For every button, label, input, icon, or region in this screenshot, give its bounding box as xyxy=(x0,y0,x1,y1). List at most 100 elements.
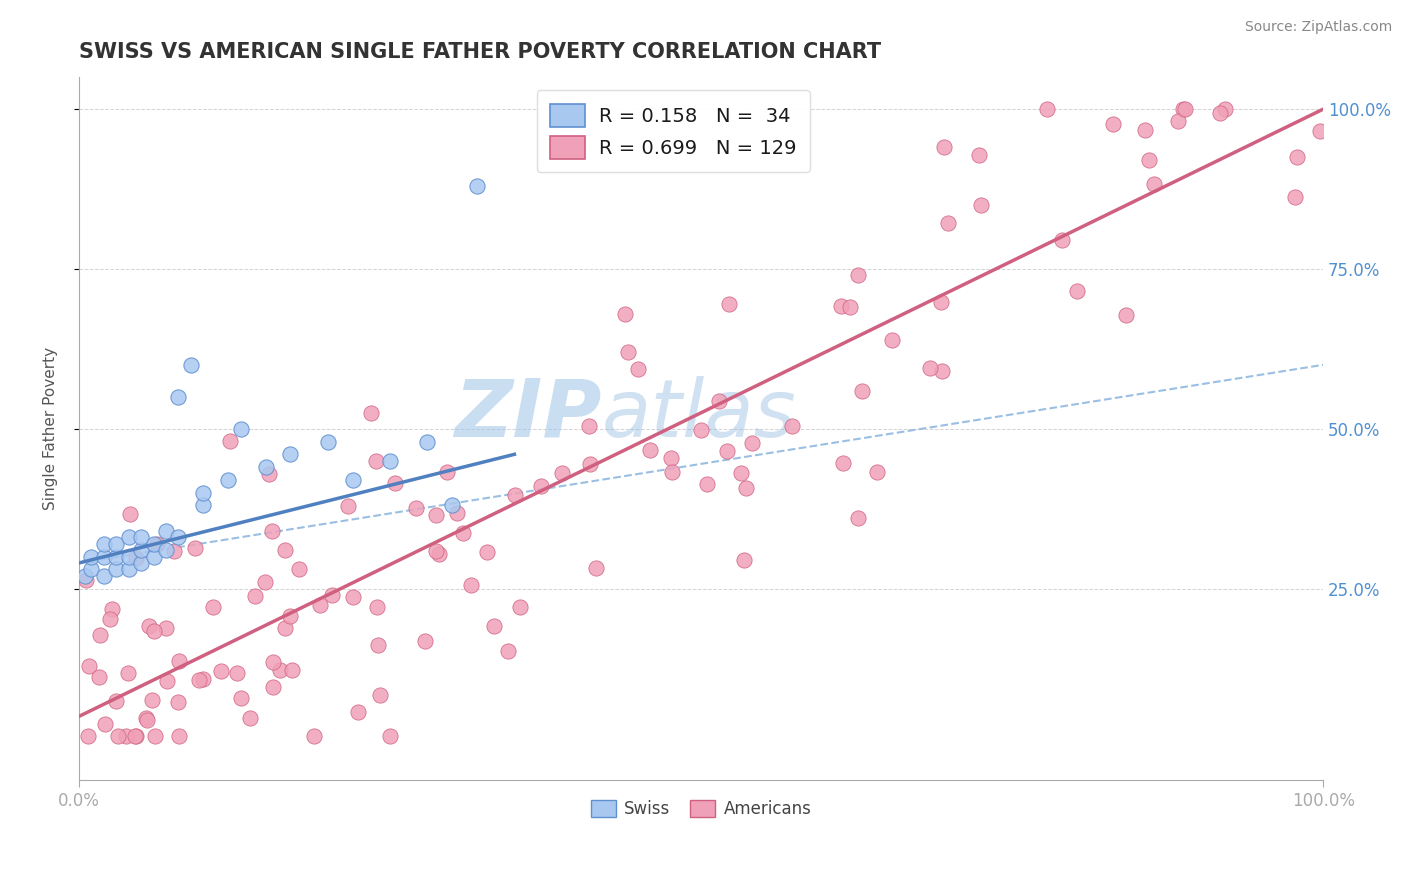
Text: SWISS VS AMERICAN SINGLE FATHER POVERTY CORRELATION CHART: SWISS VS AMERICAN SINGLE FATHER POVERTY … xyxy=(79,42,882,62)
Point xyxy=(120,508,142,522)
Point xyxy=(716,444,738,458)
Point xyxy=(503,488,526,502)
Point xyxy=(846,511,869,525)
Point xyxy=(77,658,100,673)
Point xyxy=(269,663,291,677)
Point xyxy=(254,460,277,475)
Point xyxy=(378,729,401,743)
Point xyxy=(846,268,869,282)
Point xyxy=(436,465,458,479)
Point xyxy=(142,537,165,551)
Point xyxy=(918,361,941,376)
Point xyxy=(257,467,280,481)
Point xyxy=(441,499,464,513)
Point xyxy=(169,654,191,668)
Point xyxy=(880,333,903,347)
Text: ZIP: ZIP xyxy=(454,376,602,454)
Point xyxy=(451,526,474,541)
Point xyxy=(302,729,325,743)
Point xyxy=(167,530,190,544)
Point xyxy=(425,508,447,523)
Point xyxy=(1284,189,1306,203)
Point xyxy=(280,447,302,461)
Point xyxy=(155,621,177,635)
Point xyxy=(378,453,401,467)
Point xyxy=(578,457,600,471)
Point xyxy=(169,729,191,743)
Point xyxy=(98,612,121,626)
Point xyxy=(367,638,389,652)
Point xyxy=(125,551,148,566)
Point xyxy=(368,688,391,702)
Point xyxy=(551,467,574,481)
Point xyxy=(661,465,683,479)
Point xyxy=(93,549,115,564)
Point xyxy=(730,466,752,480)
Point xyxy=(217,473,239,487)
Point xyxy=(425,543,447,558)
Point xyxy=(101,602,124,616)
Point xyxy=(1213,102,1236,116)
Point xyxy=(262,680,284,694)
Point xyxy=(129,530,152,544)
Point xyxy=(689,423,711,437)
Point xyxy=(138,619,160,633)
Point xyxy=(262,655,284,669)
Point xyxy=(278,608,301,623)
Point xyxy=(585,561,607,575)
Point xyxy=(143,624,166,638)
Point xyxy=(229,422,252,436)
Point xyxy=(364,454,387,468)
Point xyxy=(274,542,297,557)
Point xyxy=(967,148,990,162)
Point xyxy=(1066,284,1088,298)
Point xyxy=(1137,153,1160,167)
Point xyxy=(254,575,277,590)
Point xyxy=(1102,117,1125,131)
Point xyxy=(866,465,889,479)
Point xyxy=(239,711,262,725)
Point xyxy=(180,358,202,372)
Point xyxy=(707,394,730,409)
Point xyxy=(136,714,159,728)
Point xyxy=(1309,124,1331,138)
Point xyxy=(321,589,343,603)
Point xyxy=(638,443,661,458)
Point xyxy=(427,548,450,562)
Point xyxy=(832,456,855,470)
Point xyxy=(287,562,309,576)
Text: Source: ZipAtlas.com: Source: ZipAtlas.com xyxy=(1244,20,1392,34)
Point xyxy=(741,436,763,450)
Point xyxy=(309,598,332,612)
Point xyxy=(89,670,111,684)
Y-axis label: Single Father Poverty: Single Father Poverty xyxy=(44,347,58,510)
Point xyxy=(93,568,115,582)
Point xyxy=(347,705,370,719)
Point xyxy=(89,628,111,642)
Point xyxy=(187,673,209,687)
Point xyxy=(496,644,519,658)
Point xyxy=(465,178,488,193)
Point xyxy=(717,297,740,311)
Point xyxy=(509,599,531,614)
Point xyxy=(366,599,388,614)
Point xyxy=(118,549,141,564)
Point xyxy=(125,729,148,743)
Point xyxy=(1036,102,1059,116)
Point xyxy=(1171,102,1194,116)
Point xyxy=(830,299,852,313)
Point xyxy=(932,139,955,153)
Text: atlas: atlas xyxy=(602,376,796,454)
Point xyxy=(118,562,141,576)
Point xyxy=(1133,123,1156,137)
Point xyxy=(155,524,177,538)
Point xyxy=(146,537,169,551)
Point xyxy=(114,729,136,743)
Point xyxy=(613,307,636,321)
Point xyxy=(163,544,186,558)
Point xyxy=(1174,102,1197,116)
Point xyxy=(193,485,215,500)
Point xyxy=(936,216,959,230)
Point xyxy=(413,634,436,648)
Point xyxy=(193,499,215,513)
